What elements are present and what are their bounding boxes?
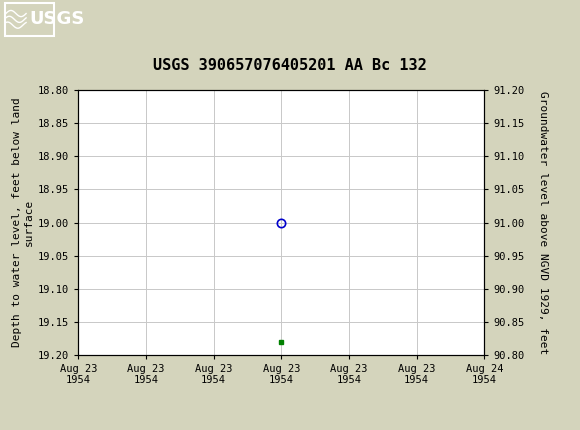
Text: USGS 390657076405201 AA Bc 132: USGS 390657076405201 AA Bc 132 [153,58,427,73]
Text: USGS: USGS [29,9,84,28]
Y-axis label: Depth to water level, feet below land
surface: Depth to water level, feet below land su… [12,98,34,347]
Y-axis label: Groundwater level above NGVD 1929, feet: Groundwater level above NGVD 1929, feet [538,91,549,354]
